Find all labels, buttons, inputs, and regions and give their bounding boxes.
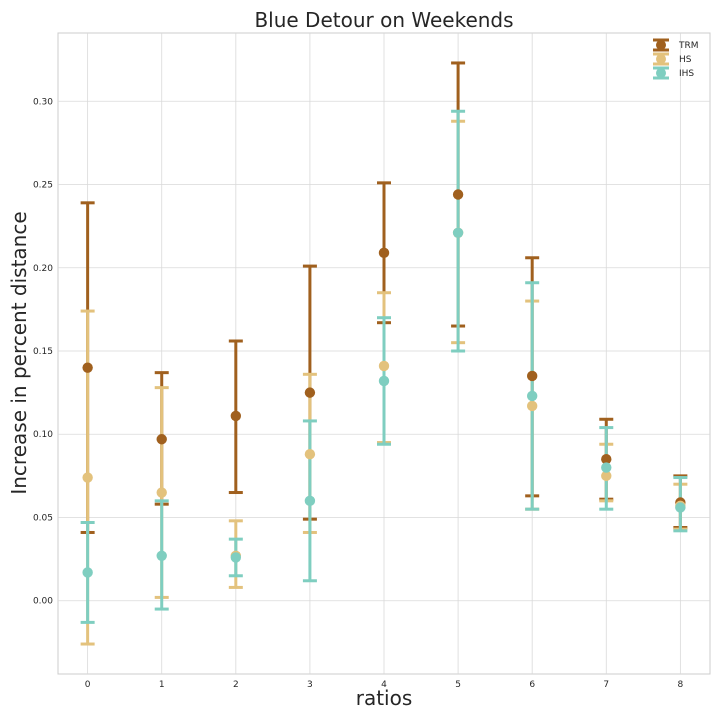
data-point — [230, 552, 242, 563]
y-tick-label: 0.00 — [33, 597, 53, 607]
x-tick-label: 7 — [603, 680, 609, 690]
x-tick-label: 3 — [307, 680, 313, 690]
legend-label: TRM — [678, 41, 699, 51]
x-tick-labels: 0 1 2 3 4 5 6 7 8 — [85, 680, 684, 690]
legend-marker — [656, 68, 666, 78]
x-tick-label: 0 — [85, 680, 91, 690]
data-point — [156, 487, 167, 498]
data-point — [156, 550, 167, 561]
legend-marker — [656, 54, 666, 64]
series-marks — [80, 61, 688, 646]
y-tick-label: 0.10 — [33, 430, 53, 440]
data-point — [526, 390, 538, 402]
data-point — [452, 227, 464, 238]
x-tick-label: 6 — [529, 680, 535, 690]
legend-label: IHS — [679, 69, 694, 79]
data-point — [601, 470, 612, 482]
points-ihs — [82, 227, 686, 578]
data-point — [304, 387, 316, 398]
legend-label: HS — [679, 55, 692, 65]
chart-title: Blue Detour on Weekends — [254, 8, 513, 32]
data-point — [601, 462, 612, 473]
x-tick-label: 2 — [233, 680, 239, 690]
x-tick-label: 1 — [159, 680, 165, 690]
data-point — [304, 449, 316, 460]
data-point — [82, 472, 93, 483]
y-tick-label: 0.05 — [33, 513, 53, 523]
data-point — [378, 247, 390, 258]
x-tick-label: 5 — [455, 680, 461, 690]
data-point — [452, 189, 464, 200]
legend: TRM HS IHS — [653, 38, 699, 80]
data-point — [156, 434, 167, 445]
data-point — [378, 360, 390, 372]
data-point — [304, 495, 316, 507]
data-point — [378, 375, 390, 387]
data-point — [526, 400, 538, 412]
x-tick-label: 4 — [381, 680, 387, 690]
y-tick-label: 0.30 — [33, 97, 53, 107]
x-axis-title: ratios — [356, 686, 413, 710]
y-tick-label: 0.15 — [33, 347, 53, 357]
data-point — [526, 370, 538, 382]
y-tick-label: 0.25 — [33, 181, 53, 191]
data-point — [82, 362, 93, 373]
y-tick-label: 0.20 — [33, 264, 53, 274]
x-tick-label: 8 — [677, 680, 683, 690]
data-point — [230, 410, 242, 422]
legend-marker — [656, 40, 666, 50]
data-point — [675, 502, 686, 513]
data-point — [82, 567, 93, 578]
y-tick-labels: 0.00 0.05 0.10 0.15 0.20 0.25 0.30 — [33, 97, 53, 606]
data-point — [601, 454, 612, 465]
y-axis-title: Increase in percent distance — [7, 211, 31, 494]
